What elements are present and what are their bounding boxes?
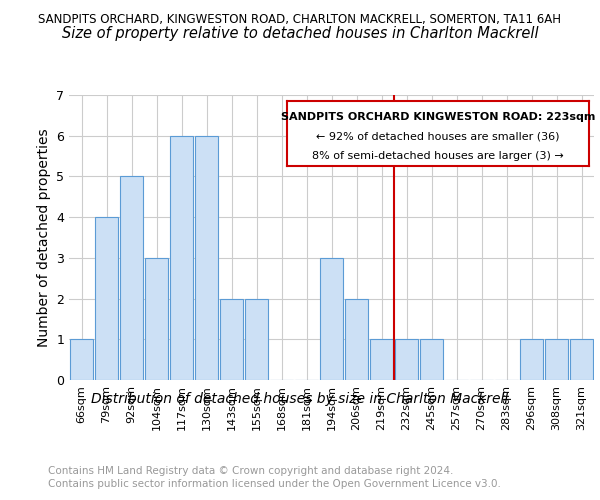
Bar [95, 217, 118, 380]
Y-axis label: Number of detached properties: Number of detached properties [37, 128, 50, 347]
Bar [569, 340, 593, 380]
Bar [320, 258, 343, 380]
Bar [220, 298, 244, 380]
Bar [194, 136, 218, 380]
Bar [119, 176, 143, 380]
Bar [419, 340, 443, 380]
Text: Size of property relative to detached houses in Charlton Mackrell: Size of property relative to detached ho… [62, 26, 538, 41]
Bar [145, 258, 169, 380]
Bar [545, 340, 568, 380]
Bar [520, 340, 544, 380]
Bar [70, 340, 94, 380]
Bar [344, 298, 368, 380]
Bar [395, 340, 418, 380]
Bar [245, 298, 268, 380]
Text: SANDPITS ORCHARD, KINGWESTON ROAD, CHARLTON MACKRELL, SOMERTON, TA11 6AH: SANDPITS ORCHARD, KINGWESTON ROAD, CHARL… [38, 12, 562, 26]
Bar [370, 340, 394, 380]
Text: Contains HM Land Registry data © Crown copyright and database right 2024.: Contains HM Land Registry data © Crown c… [48, 466, 454, 476]
Bar [170, 136, 193, 380]
Text: Distribution of detached houses by size in Charlton Mackrell: Distribution of detached houses by size … [91, 392, 509, 406]
Text: Contains public sector information licensed under the Open Government Licence v3: Contains public sector information licen… [48, 479, 501, 489]
